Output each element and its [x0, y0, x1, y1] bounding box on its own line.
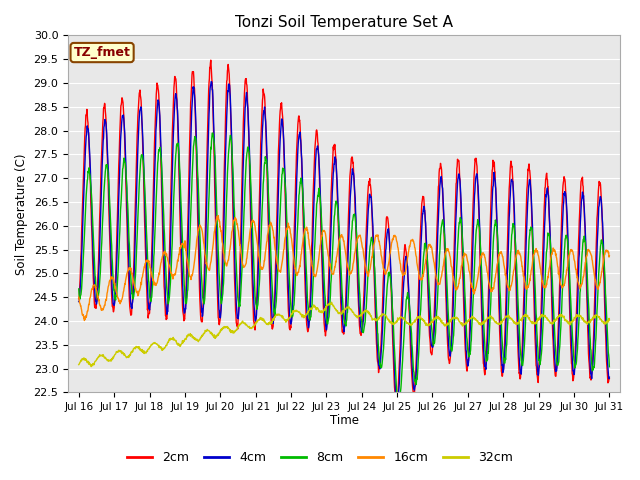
2cm: [321, 328, 328, 334]
8cm: [321, 290, 328, 296]
8cm: [209, 130, 216, 136]
8cm: [377, 364, 385, 370]
4cm: [75, 299, 83, 304]
32cm: [605, 317, 613, 323]
4cm: [116, 162, 124, 168]
32cm: [116, 348, 124, 354]
Y-axis label: Soil Temperature (C): Soil Temperature (C): [15, 153, 28, 275]
16cm: [138, 276, 146, 281]
2cm: [138, 106, 145, 111]
16cm: [75, 294, 83, 300]
16cm: [301, 228, 308, 234]
4cm: [321, 314, 328, 320]
32cm: [138, 348, 146, 354]
16cm: [605, 253, 613, 259]
4cm: [394, 402, 401, 408]
32cm: [300, 313, 308, 319]
8cm: [75, 286, 83, 292]
8cm: [605, 364, 613, 370]
Line: 16cm: 16cm: [79, 216, 609, 321]
4cm: [207, 79, 215, 84]
16cm: [312, 274, 319, 279]
8cm: [395, 401, 403, 407]
Line: 2cm: 2cm: [79, 60, 609, 408]
4cm: [138, 108, 145, 114]
16cm: [321, 230, 329, 236]
Line: 32cm: 32cm: [79, 302, 609, 367]
2cm: [605, 376, 613, 382]
32cm: [87, 364, 95, 370]
2cm: [207, 57, 214, 63]
32cm: [321, 308, 328, 313]
32cm: [378, 312, 385, 318]
8cm: [138, 152, 145, 157]
8cm: [300, 218, 308, 224]
16cm: [116, 301, 124, 307]
16cm: [214, 213, 222, 218]
Line: 4cm: 4cm: [79, 82, 609, 405]
32cm: [312, 303, 319, 309]
4cm: [605, 374, 613, 380]
Legend: 2cm, 4cm, 8cm, 16cm, 32cm: 2cm, 4cm, 8cm, 16cm, 32cm: [122, 446, 518, 469]
4cm: [300, 232, 308, 238]
2cm: [312, 141, 319, 146]
2cm: [393, 405, 401, 410]
X-axis label: Time: Time: [330, 414, 358, 427]
2cm: [300, 258, 308, 264]
Text: TZ_fmet: TZ_fmet: [74, 46, 131, 59]
Title: Tonzi Soil Temperature Set A: Tonzi Soil Temperature Set A: [235, 15, 453, 30]
16cm: [378, 253, 385, 259]
2cm: [75, 296, 83, 302]
8cm: [312, 232, 319, 238]
2cm: [377, 339, 385, 345]
32cm: [328, 300, 335, 305]
4cm: [312, 167, 319, 173]
32cm: [75, 362, 83, 368]
2cm: [116, 130, 124, 135]
16cm: [81, 318, 88, 324]
Line: 8cm: 8cm: [79, 133, 609, 404]
4cm: [377, 351, 385, 357]
8cm: [116, 228, 124, 234]
